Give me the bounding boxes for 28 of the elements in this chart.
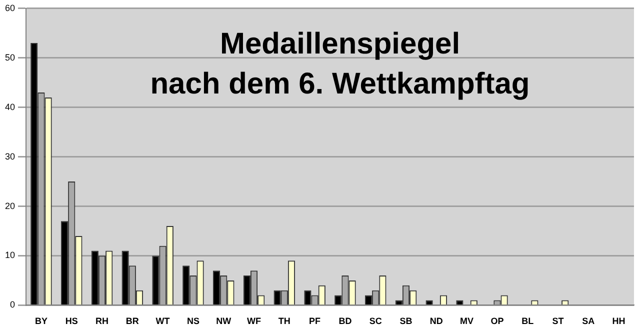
y-tick-label: 20 bbox=[4, 200, 16, 211]
y-tick-label: 50 bbox=[4, 52, 16, 62]
x-tick-label: WF bbox=[247, 316, 262, 326]
x-tick-label: BR bbox=[126, 316, 140, 326]
x-tick-label: RH bbox=[96, 316, 109, 326]
y-tick-label: 40 bbox=[4, 102, 16, 112]
x-tick-label: BD bbox=[338, 316, 352, 326]
x-tick-label: MV bbox=[460, 316, 474, 326]
x-tick-label: SB bbox=[400, 316, 413, 326]
y-tick-label: 0 bbox=[10, 300, 16, 310]
y-tick-label: 60 bbox=[4, 2, 16, 13]
x-tick-label: NW bbox=[216, 316, 232, 326]
x-tick-label: TH bbox=[278, 316, 290, 326]
x-tick-label: HH bbox=[612, 316, 626, 326]
text: Medaillenspiegel nach dem 6. Wettkampftag bbox=[150, 27, 530, 100]
x-tick-label: SC bbox=[369, 316, 382, 326]
x-tick-label: WT bbox=[156, 316, 170, 326]
x-tick-label: BL bbox=[522, 316, 534, 326]
x-tick-label: OP bbox=[490, 316, 504, 326]
x-tick-label: PF bbox=[309, 316, 322, 326]
x-tick-label: NS bbox=[186, 316, 200, 326]
y-tick-label: 30 bbox=[4, 151, 16, 162]
x-tick-label: SA bbox=[582, 316, 596, 326]
x-tick-label: ND bbox=[430, 316, 444, 326]
y-tick-label: 10 bbox=[4, 250, 16, 260]
x-tick-label: ST bbox=[552, 316, 564, 326]
x-tick-label: BY bbox=[34, 316, 48, 326]
x-tick-label: HS bbox=[65, 316, 78, 326]
